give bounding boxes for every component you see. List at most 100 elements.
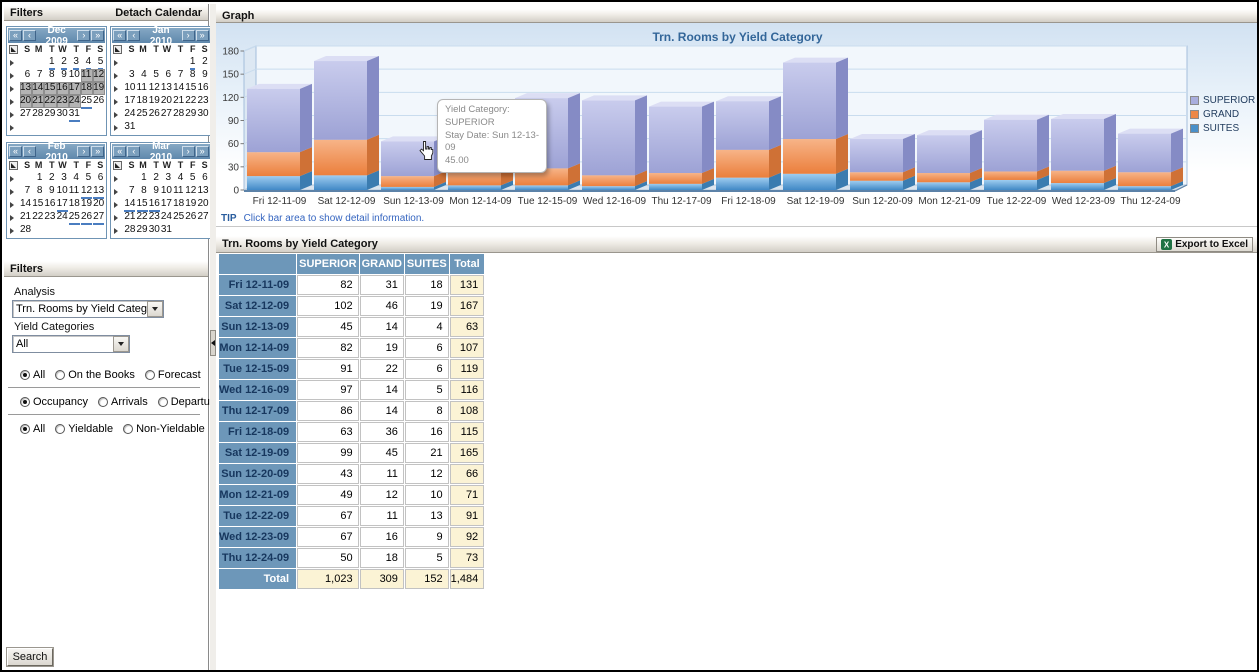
bar-segment-suites[interactable] <box>247 176 300 190</box>
calendar-day[interactable]: 15 <box>137 198 149 211</box>
select-month-icon[interactable] <box>113 161 122 170</box>
calendar-day[interactable]: 24 <box>69 95 81 108</box>
week-select-arrow-icon[interactable] <box>112 69 124 82</box>
search-button[interactable]: Search <box>7 648 53 666</box>
calendar-day[interactable]: 12 <box>81 185 93 198</box>
calendar-day[interactable]: 26 <box>81 211 93 224</box>
calendar-day[interactable]: 25 <box>69 211 81 224</box>
bar-segment-grand[interactable] <box>917 173 970 182</box>
bar-segment-superior[interactable] <box>314 61 367 140</box>
calendar-prev-button[interactable]: ‹ <box>127 30 140 41</box>
radio-icon[interactable] <box>20 397 30 407</box>
bar-segment-suites[interactable] <box>716 178 769 190</box>
calendar-day[interactable]: 1 <box>137 172 149 185</box>
calendar-day[interactable]: 19 <box>185 198 197 211</box>
calendar-day[interactable]: 29 <box>137 224 149 237</box>
calendar-last-button[interactable]: » <box>196 146 209 157</box>
calendar-day[interactable]: 2 <box>57 56 69 69</box>
calendar-day[interactable]: 19 <box>93 82 105 95</box>
calendar-day[interactable]: 22 <box>185 95 197 108</box>
analysis-dropdown[interactable]: Trn. Rooms by Yield Category <box>12 300 164 318</box>
calendar-day[interactable]: 30 <box>57 108 69 121</box>
radio-icon[interactable] <box>20 424 30 434</box>
week-select-arrow-icon[interactable] <box>8 198 20 211</box>
calendar-day[interactable]: 26 <box>149 108 161 121</box>
calendar-day[interactable]: 8 <box>137 185 149 198</box>
calendar-day[interactable]: 17 <box>124 95 136 108</box>
bar-segment-grand[interactable] <box>984 171 1037 179</box>
bar-group[interactable] <box>850 134 915 190</box>
calendar-day[interactable]: 14 <box>124 198 136 211</box>
row-header-date[interactable]: Sun 12-20-09 <box>219 464 296 484</box>
calendar-day[interactable]: 18 <box>173 198 185 211</box>
bar-segment-superior[interactable] <box>783 63 836 139</box>
calendar-day[interactable]: 29 <box>44 108 56 121</box>
calendar-last-button[interactable]: » <box>91 30 104 41</box>
calendar-day[interactable]: 23 <box>44 211 56 224</box>
week-select-arrow-icon[interactable] <box>112 211 124 224</box>
radio-icon[interactable] <box>20 370 30 380</box>
bar-segment-grand[interactable] <box>783 139 836 174</box>
bar-segment-grand[interactable] <box>716 150 769 178</box>
radio-icon[interactable] <box>55 424 65 434</box>
calendar-day[interactable]: 21 <box>124 211 136 224</box>
yield-categories-dropdown[interactable]: All <box>12 335 130 353</box>
week-select-arrow-icon[interactable] <box>8 211 20 224</box>
bar-segment-grand[interactable] <box>314 140 367 176</box>
calendar-day[interactable]: 1 <box>185 56 197 69</box>
calendar-day[interactable]: 3 <box>69 56 81 69</box>
bar-segment-superior[interactable] <box>1051 119 1104 171</box>
week-select-arrow-icon[interactable] <box>112 198 124 211</box>
calendar-day[interactable]: 5 <box>185 172 197 185</box>
bar-segment-superior[interactable] <box>582 100 635 175</box>
calendar-day[interactable]: 22 <box>32 211 44 224</box>
calendar-day[interactable]: 1 <box>44 56 56 69</box>
bar-segment-superior[interactable] <box>850 139 903 172</box>
week-select-arrow-icon[interactable] <box>112 82 124 95</box>
calendar-day[interactable]: 28 <box>20 224 32 237</box>
week-select-arrow-icon[interactable] <box>8 108 20 121</box>
bar-group[interactable] <box>582 95 647 190</box>
calendar-day[interactable]: 12 <box>185 185 197 198</box>
bar-segment-grand[interactable] <box>1118 172 1171 186</box>
calendar-day[interactable]: 5 <box>93 56 105 69</box>
bar-segment-suites[interactable] <box>448 185 501 190</box>
calendar-day[interactable]: 3 <box>57 172 69 185</box>
calendar-day[interactable]: 22 <box>44 95 56 108</box>
calendar-day[interactable]: 24 <box>161 211 173 224</box>
calendar-day[interactable]: 20 <box>20 95 32 108</box>
radio-icon[interactable] <box>123 424 133 434</box>
calendar-day[interactable]: 12 <box>93 69 105 82</box>
bar-segment-suites[interactable] <box>649 184 702 190</box>
calendar-first-button[interactable]: « <box>9 30 22 41</box>
bar-segment-superior[interactable] <box>716 101 769 150</box>
calendar-day[interactable]: 28 <box>124 224 136 237</box>
calendar-day[interactable]: 10 <box>69 69 81 82</box>
calendar-first-button[interactable]: « <box>113 146 126 157</box>
calendar-prev-button[interactable]: ‹ <box>23 30 36 41</box>
row-header-date[interactable]: Mon 12-21-09 <box>219 485 296 505</box>
calendar-day[interactable]: 20 <box>161 95 173 108</box>
bar-segment-suites[interactable] <box>582 186 635 190</box>
select-month-icon[interactable] <box>9 45 18 54</box>
calendar-day[interactable]: 10 <box>161 185 173 198</box>
bar-segment-superior[interactable] <box>984 120 1037 172</box>
calendar-day[interactable]: 17 <box>69 82 81 95</box>
calendar-day[interactable]: 14 <box>32 82 44 95</box>
calendar-day[interactable]: 25 <box>81 95 93 108</box>
calendar-day[interactable]: 27 <box>161 108 173 121</box>
calendar-day[interactable]: 12 <box>149 82 161 95</box>
calendar-day[interactable]: 7 <box>124 185 136 198</box>
week-select-arrow-icon[interactable] <box>8 56 20 69</box>
calendar-day[interactable]: 9 <box>57 69 69 82</box>
calendar-day[interactable]: 13 <box>20 82 32 95</box>
calendar-day[interactable]: 16 <box>44 198 56 211</box>
calendar-next-button[interactable]: › <box>182 146 195 157</box>
bar-group[interactable] <box>649 102 714 190</box>
radio-option-on-the-books[interactable]: On the Books <box>55 369 135 381</box>
row-header-date[interactable]: Mon 12-14-09 <box>219 338 296 358</box>
calendar-day[interactable]: 5 <box>81 172 93 185</box>
calendar-day[interactable]: 26 <box>185 211 197 224</box>
calendar-next-button[interactable]: › <box>77 30 90 41</box>
calendar-day[interactable]: 4 <box>137 69 149 82</box>
